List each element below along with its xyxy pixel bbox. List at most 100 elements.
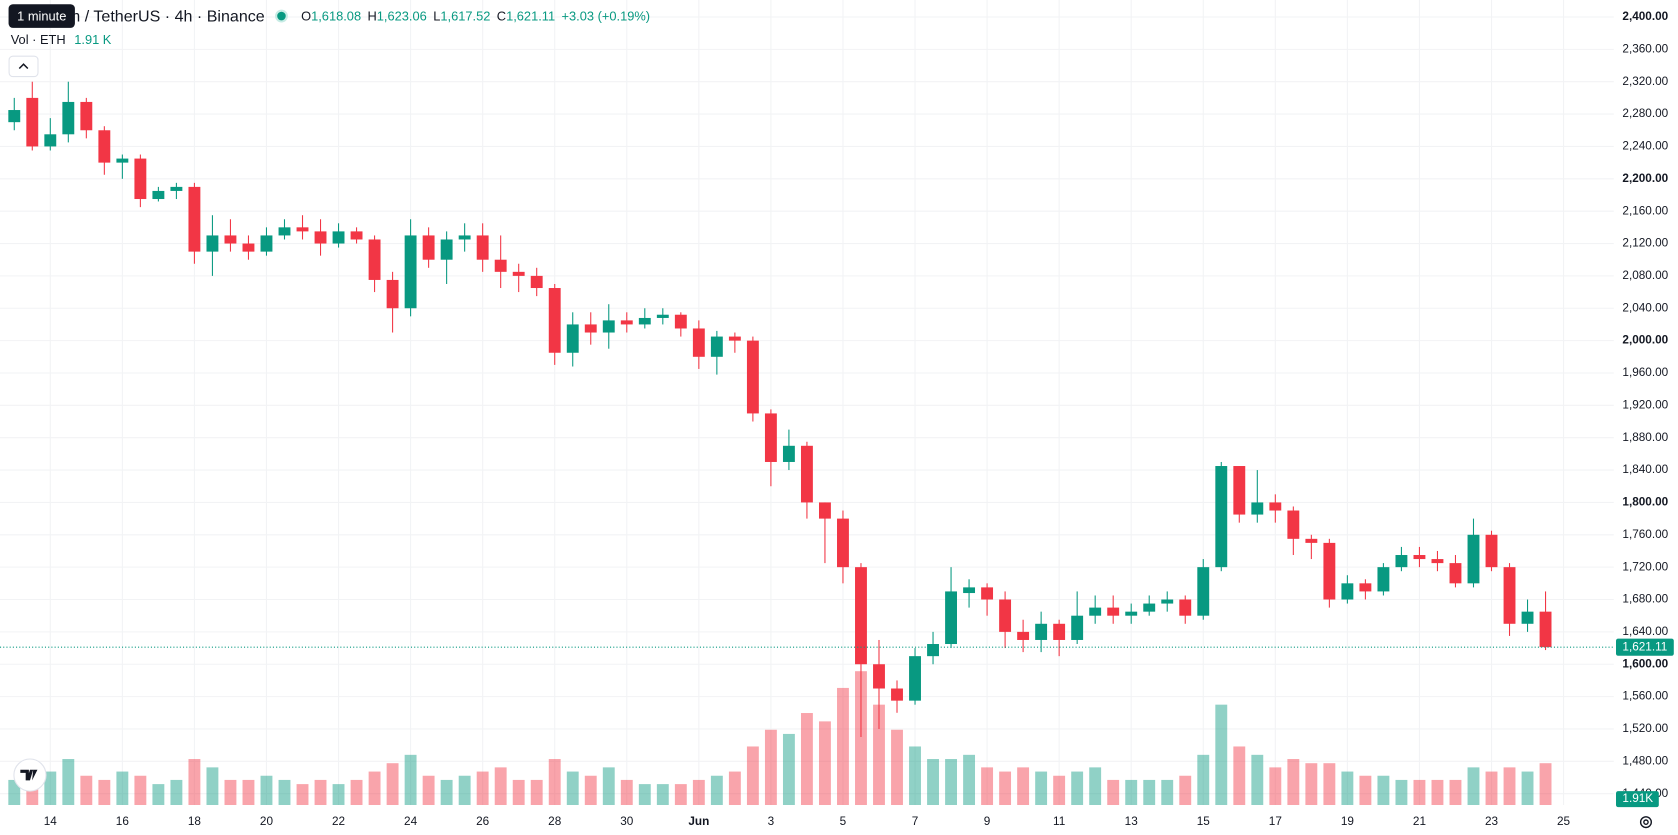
legend-row: Ethereum / TetherUS · 4h · Binance O 1,61… [11,5,650,26]
volume-bar [1071,771,1084,806]
candle-body [909,656,921,701]
volume-bar [1539,763,1552,806]
volume-bar [1161,779,1174,806]
x-tick-label: 28 [548,815,562,828]
y-tick-label: 1,680.00 [1622,593,1668,606]
volume-bar [891,729,903,806]
volume-bar [422,775,435,806]
volume-bar [1143,779,1156,806]
y-tick-label: 1,520.00 [1622,722,1668,735]
candle-body [1305,538,1318,543]
volume-bar [728,771,741,806]
candle-body [800,445,813,503]
volume-bar [782,733,795,806]
volume-bar [440,779,453,806]
candle-body [891,688,903,701]
candle-body [963,587,976,594]
candle-body [837,518,849,568]
volume-bar [368,771,381,806]
volume-bar [1467,767,1480,806]
candle-body [1125,611,1138,616]
volume-bar [44,771,57,806]
y-tick-label: 1,560.00 [1622,690,1668,703]
volume-bar [206,767,219,806]
volume-bar [494,767,507,806]
candle-body [674,314,687,329]
change: +3.03 (+0.19%) [561,8,651,24]
volume-title[interactable]: Vol · ETH [10,32,66,48]
volume-bar [945,759,957,806]
volume-bar [1017,767,1030,806]
volume-bar [548,759,561,806]
candle-body [62,101,75,135]
volume-bar [404,754,417,806]
ohlc-value: 1,617.52 [440,8,491,24]
y-tick-label: 1,880.00 [1622,431,1668,444]
y-tick-label: 2,040.00 [1622,301,1668,314]
candle-body [1269,502,1282,511]
volume-bar [8,779,21,806]
market-status[interactable] [275,9,289,23]
candle-body [1215,466,1228,568]
x-tick-label: 15 [1197,815,1211,828]
volume-bar [710,775,723,806]
x-tick-label: 11 [1053,815,1065,828]
volume-bar [1395,779,1408,806]
y-tick-label: 1,600.00 [1622,657,1668,670]
collapse-button[interactable] [8,55,39,78]
volume-bar [1053,775,1066,806]
volume-bar [1323,763,1336,806]
x-tick-label: 18 [188,815,202,828]
volume-bar [584,775,597,806]
candle-body [332,231,345,244]
volume-bar [746,746,759,806]
volume-bar [242,779,255,806]
candle-body [1161,599,1174,604]
candle-body [260,235,273,252]
candle-body [1521,611,1534,624]
x-tick-label: 26 [476,815,490,828]
volume-bar [1179,775,1192,806]
volume-bar [386,763,399,806]
candle-body [242,243,255,252]
volume-bar [296,784,309,806]
candle-body [188,186,201,252]
candle-body [1323,542,1336,600]
x-tick-label: 25 [1557,815,1571,828]
x-tick-label: 17 [1269,815,1282,828]
candle-body [80,101,93,131]
candle-body [134,158,147,200]
y-tick-label: 2,240.00 [1622,140,1668,153]
candle-body [746,340,759,414]
volume-bar [909,746,921,806]
volume-bar [1377,775,1390,806]
volume-bar [638,784,651,806]
y-tick-label: 1,960.00 [1622,366,1668,379]
candle-body [1287,510,1300,539]
y-tick-label: 2,400.00 [1622,10,1668,23]
y-tick-label: 2,000.00 [1622,334,1668,347]
candle-body [26,97,39,147]
volume-bar [476,771,489,806]
y-tick-label: 1,920.00 [1622,398,1668,411]
volume-bar [458,775,471,806]
x-tick-label: 16 [116,815,130,828]
volume-bar [1197,754,1210,806]
candle-body [1035,623,1048,640]
candle-body [1197,567,1210,616]
settings-icon[interactable] [1639,816,1653,829]
volume-bar [1215,704,1228,806]
tv-logo[interactable] [13,758,47,792]
candle-body [855,567,867,665]
volume-bar [873,704,885,806]
ohlc-value: 1,623.06 [376,8,427,24]
ohlc-key: H [367,8,377,24]
time-axis [0,805,1614,835]
x-tick-label: 20 [260,815,274,828]
candle-body [440,239,453,260]
